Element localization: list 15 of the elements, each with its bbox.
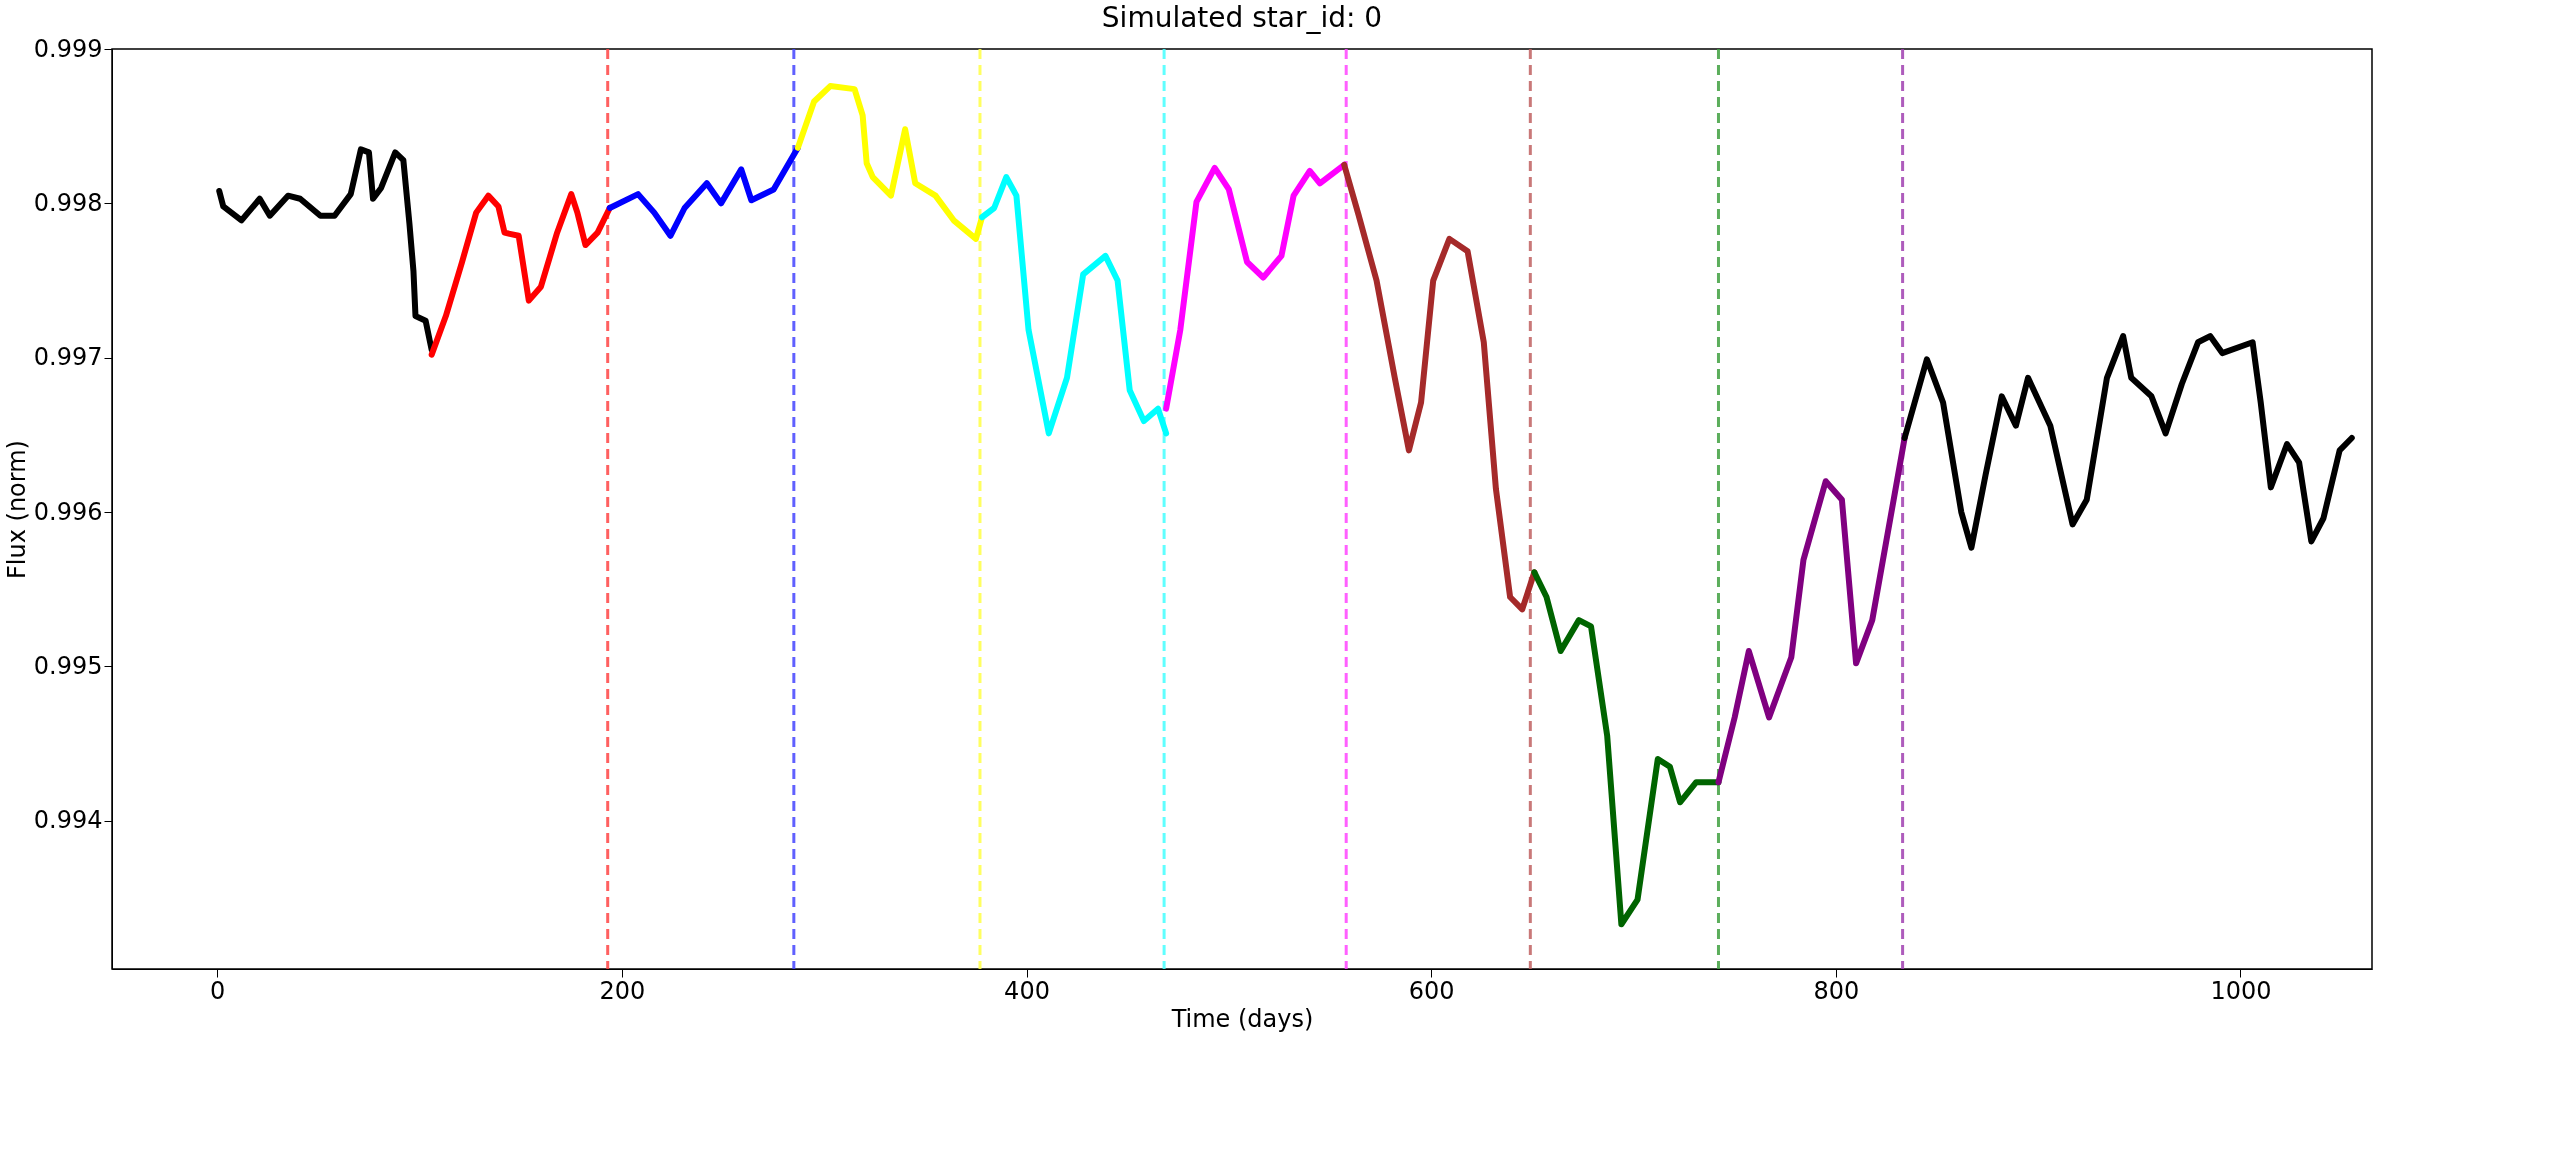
- y-axis-title: Flux (norm): [2, 440, 31, 579]
- y-tick-label: 0.997: [33, 343, 103, 372]
- x-tick-label: 800: [1813, 976, 1860, 1005]
- x-tick-label: 600: [1408, 976, 1455, 1005]
- x-tick-label: 200: [599, 976, 646, 1005]
- y-tick-label: 0.994: [33, 806, 103, 835]
- y-tick-label: 0.995: [33, 651, 103, 680]
- x-tick-label: 1000: [2210, 976, 2272, 1005]
- chart-title: Simulated star_id: 0: [1101, 1, 1383, 34]
- x-axis-title: Time (days): [1170, 1004, 1314, 1033]
- x-tick-label: 0: [210, 976, 226, 1005]
- y-tick-label: 0.998: [33, 188, 103, 217]
- y-tick-label: 0.999: [33, 34, 103, 63]
- y-tick-label: 0.996: [33, 497, 103, 526]
- x-tick-label: 400: [1004, 976, 1050, 1005]
